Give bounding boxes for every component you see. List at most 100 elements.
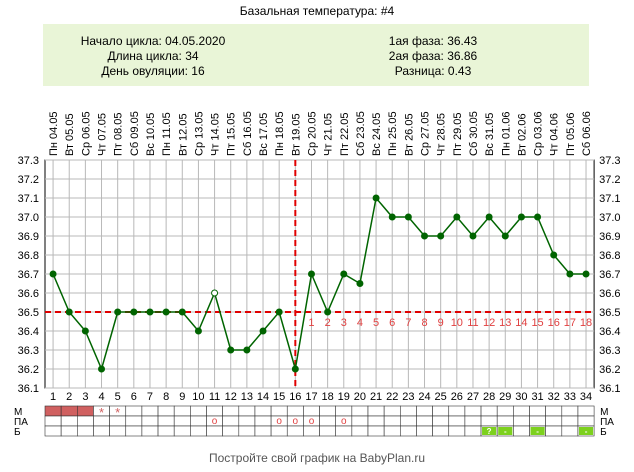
intercourse-mark: o	[341, 416, 347, 427]
day-number: 1	[50, 391, 56, 403]
symptom-cell	[303, 405, 320, 417]
date-label: Вт 19.05	[290, 113, 302, 156]
y-tick-label-left: 36.6	[18, 288, 39, 300]
symptom-cell	[77, 425, 94, 437]
symptom-cell	[480, 415, 498, 427]
temperature-point	[162, 308, 170, 316]
day-number: 8	[163, 391, 169, 403]
symptom-cell	[448, 405, 466, 417]
day-number: 16	[289, 391, 301, 403]
date-label: Вт 05.05	[64, 113, 76, 156]
y-tick-label-left: 36.5	[18, 307, 39, 319]
date-label: Ср 03.06	[533, 111, 545, 156]
symptom-cell	[60, 425, 78, 437]
luteal-day-label: 8	[421, 317, 427, 329]
day-number: 7	[147, 391, 153, 403]
day-number: 5	[115, 391, 121, 403]
luteal-day-label: 14	[515, 317, 527, 329]
spotting-mark: *	[99, 405, 104, 420]
day-number: 25	[435, 391, 447, 403]
symptom-cell	[238, 415, 256, 427]
date-label: Сб 16.05	[242, 111, 254, 156]
date-label: Вс 10.05	[145, 113, 157, 156]
symptom-cell	[416, 415, 433, 427]
date-label: Вс 24.05	[371, 113, 383, 156]
symptom-cell	[44, 425, 62, 437]
symptom-cell	[335, 405, 353, 417]
day-number: 19	[338, 391, 350, 403]
symptom-cell	[367, 405, 385, 417]
luteal-day-label: 10	[451, 317, 463, 329]
luteal-day-label: 18	[580, 317, 592, 329]
symptom-cell	[399, 425, 417, 437]
symptom-cell	[319, 405, 336, 417]
symptom-cell	[254, 405, 272, 417]
symptom-cell	[141, 415, 159, 427]
y-tick-label-left: 37.1	[18, 193, 39, 205]
symptom-cell	[480, 405, 498, 417]
temperature-point	[582, 270, 590, 278]
date-label: Сб 23.05	[355, 111, 367, 156]
symptom-cell	[448, 425, 466, 437]
temperature-point	[65, 308, 73, 316]
y-tick-label-right: 36.2	[599, 364, 620, 376]
phase2-text: 2ая фаза: 36.86	[388, 49, 478, 63]
date-label: Ср 13.05	[193, 111, 205, 156]
symptom-cell	[529, 405, 546, 417]
symptom-cell	[173, 425, 191, 437]
day-number: 14	[257, 391, 269, 403]
chart-title: Базальная температура: #4	[239, 4, 395, 18]
symptom-cell	[432, 405, 450, 417]
temperature-point	[437, 232, 445, 240]
temperature-point	[550, 251, 558, 259]
y-tick-label-right: 36.1	[599, 383, 620, 395]
test-cell-fill	[578, 427, 594, 435]
symptom-cell	[270, 405, 288, 417]
symptom-cell	[77, 405, 94, 417]
y-tick-label-right: 36.4	[599, 326, 620, 338]
day-number: 21	[370, 391, 382, 403]
date-label: Вт 02.06	[516, 113, 528, 156]
temperature-point	[372, 194, 380, 202]
intercourse-mark: o	[212, 416, 218, 427]
symptom-cell	[238, 425, 256, 437]
symptom-cell	[238, 405, 256, 417]
day-number: 2	[66, 391, 72, 403]
date-label: Пн 11.05	[161, 112, 173, 156]
symptom-cell	[351, 425, 369, 437]
symptom-cell	[513, 415, 530, 427]
date-label: Чт 21.05	[323, 113, 335, 156]
date-label: Пт 22.05	[339, 112, 351, 156]
symptom-cell	[399, 415, 417, 427]
symptom-cell	[545, 405, 563, 417]
symptom-cell	[399, 405, 417, 417]
symptom-cell	[125, 415, 143, 427]
symptom-cell	[173, 415, 191, 427]
date-label: Ср 27.05	[420, 111, 432, 156]
symptom-cell	[561, 405, 579, 417]
symptom-cell	[319, 415, 336, 427]
day-number: 22	[386, 391, 398, 403]
symptom-cell	[44, 405, 62, 417]
symptom-cell	[545, 415, 563, 427]
footer-link[interactable]: Постройте свой график на BabyPlan.ru	[208, 451, 426, 465]
y-tick-label-right: 36.5	[599, 307, 620, 319]
day-number: 27	[467, 391, 479, 403]
day-number: 28	[483, 391, 495, 403]
luteal-day-label: 6	[389, 317, 395, 329]
date-label: Вс 31.05	[484, 113, 496, 156]
date-label: Ср 06.05	[80, 111, 92, 156]
symptom-cell	[432, 415, 450, 427]
luteal-day-label: 11	[467, 317, 478, 329]
test-mark: -	[585, 427, 588, 436]
test-mark: ?	[487, 427, 492, 436]
day-number: 24	[418, 391, 430, 403]
symptom-cell	[157, 405, 175, 417]
luteal-day-label: 15	[531, 317, 543, 329]
luteal-day-label: 16	[548, 317, 560, 329]
day-number: 32	[548, 391, 560, 403]
symptom-cell	[286, 405, 304, 417]
y-tick-label-left: 37.3	[18, 155, 39, 167]
symptom-cell	[109, 425, 127, 437]
luteal-day-label: 3	[341, 317, 347, 329]
